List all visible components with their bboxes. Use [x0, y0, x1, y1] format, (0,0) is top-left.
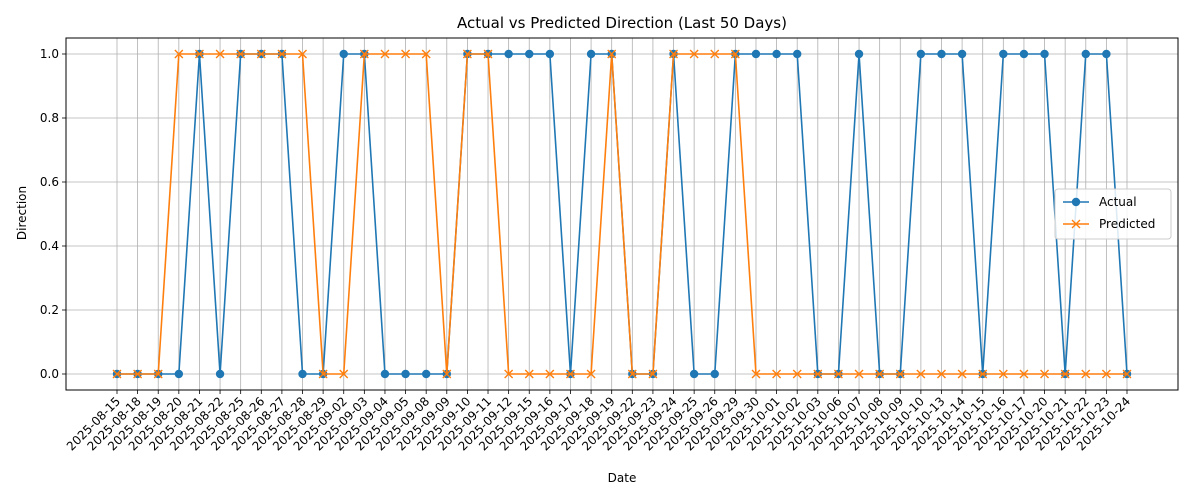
data-point [689, 369, 699, 379]
data-point [1122, 369, 1132, 379]
data-point [793, 49, 802, 59]
data-point [854, 369, 864, 379]
data-point [1040, 369, 1050, 379]
data-point [380, 49, 390, 59]
axes: 2025-08-152025-08-182025-08-192025-08-20… [40, 47, 1133, 453]
data-point [916, 49, 926, 59]
legend-label: Predicted [1099, 217, 1155, 231]
y-tick-label: 0.8 [40, 111, 59, 125]
data-point [978, 369, 988, 379]
data-point [401, 49, 411, 59]
data-point [421, 49, 431, 59]
legend: Actual Predicted [1054, 188, 1172, 240]
data-point [545, 369, 555, 379]
data-point [813, 369, 823, 379]
data-point [359, 49, 369, 59]
data-point [133, 369, 143, 379]
x-axis-label: Date [608, 471, 637, 485]
data-point [401, 369, 410, 379]
data-point [730, 49, 740, 59]
y-tick-label: 0.6 [40, 175, 59, 189]
data-point [586, 49, 596, 59]
data-point [236, 49, 246, 59]
grid [66, 38, 1178, 390]
data-point [298, 369, 307, 379]
data-point [854, 49, 864, 59]
y-tick-label: 0.2 [40, 303, 59, 317]
data-point [875, 369, 885, 379]
data-point [751, 369, 761, 379]
data-point [256, 49, 266, 59]
data-point [669, 49, 679, 59]
series-layer [112, 49, 1132, 379]
data-point [1019, 49, 1029, 59]
data-point [710, 49, 720, 59]
data-point [483, 49, 493, 59]
data-point [215, 369, 225, 379]
y-axis-label: Direction [15, 186, 29, 240]
data-point [1101, 369, 1111, 379]
data-point [586, 369, 596, 379]
data-point [999, 49, 1008, 59]
data-point [525, 49, 534, 59]
data-point [421, 369, 431, 379]
data-point [627, 369, 637, 379]
data-point [648, 369, 658, 379]
data-point [318, 369, 328, 379]
data-point [565, 369, 575, 379]
data-point [689, 49, 699, 59]
data-point [174, 49, 184, 59]
data-point [112, 369, 122, 379]
data-point [751, 49, 761, 59]
legend-marker [1071, 219, 1081, 229]
data-point [1081, 49, 1090, 59]
data-point [504, 369, 514, 379]
data-point [1019, 369, 1029, 379]
data-point [833, 369, 843, 379]
data-point [194, 49, 204, 59]
data-point [957, 49, 967, 59]
data-point [772, 369, 782, 379]
data-point [792, 369, 802, 379]
data-point [339, 369, 349, 379]
data-point [957, 369, 967, 379]
data-point [442, 369, 452, 379]
data-point [937, 49, 946, 59]
data-point [153, 369, 163, 379]
data-point [462, 49, 472, 59]
data-point [1060, 369, 1070, 379]
legend-label: Actual [1099, 195, 1137, 209]
data-point [215, 49, 225, 59]
data-point [339, 49, 348, 59]
data-point [895, 369, 905, 379]
data-point [1081, 369, 1091, 379]
data-point [607, 49, 617, 59]
chart-title: Actual vs Predicted Direction (Last 50 D… [457, 14, 787, 32]
data-point [298, 49, 308, 59]
data-point [1102, 49, 1111, 59]
data-point [380, 369, 390, 379]
series-line [117, 53, 1127, 375]
data-point [916, 369, 926, 379]
data-point [772, 49, 781, 59]
y-tick-label: 0.4 [40, 239, 59, 253]
data-point [710, 369, 719, 379]
data-point [545, 49, 555, 59]
data-point [277, 49, 287, 59]
y-tick-label: 1.0 [40, 47, 59, 61]
data-point [504, 49, 513, 59]
y-tick-label: 0.0 [40, 367, 59, 381]
data-point [936, 369, 946, 379]
data-point [998, 369, 1008, 379]
series-predicted [112, 49, 1132, 379]
plot-frame [65, 37, 1179, 391]
data-point [524, 369, 534, 379]
data-point [174, 369, 184, 379]
legend-marker [1071, 197, 1081, 207]
data-point [1040, 49, 1049, 59]
